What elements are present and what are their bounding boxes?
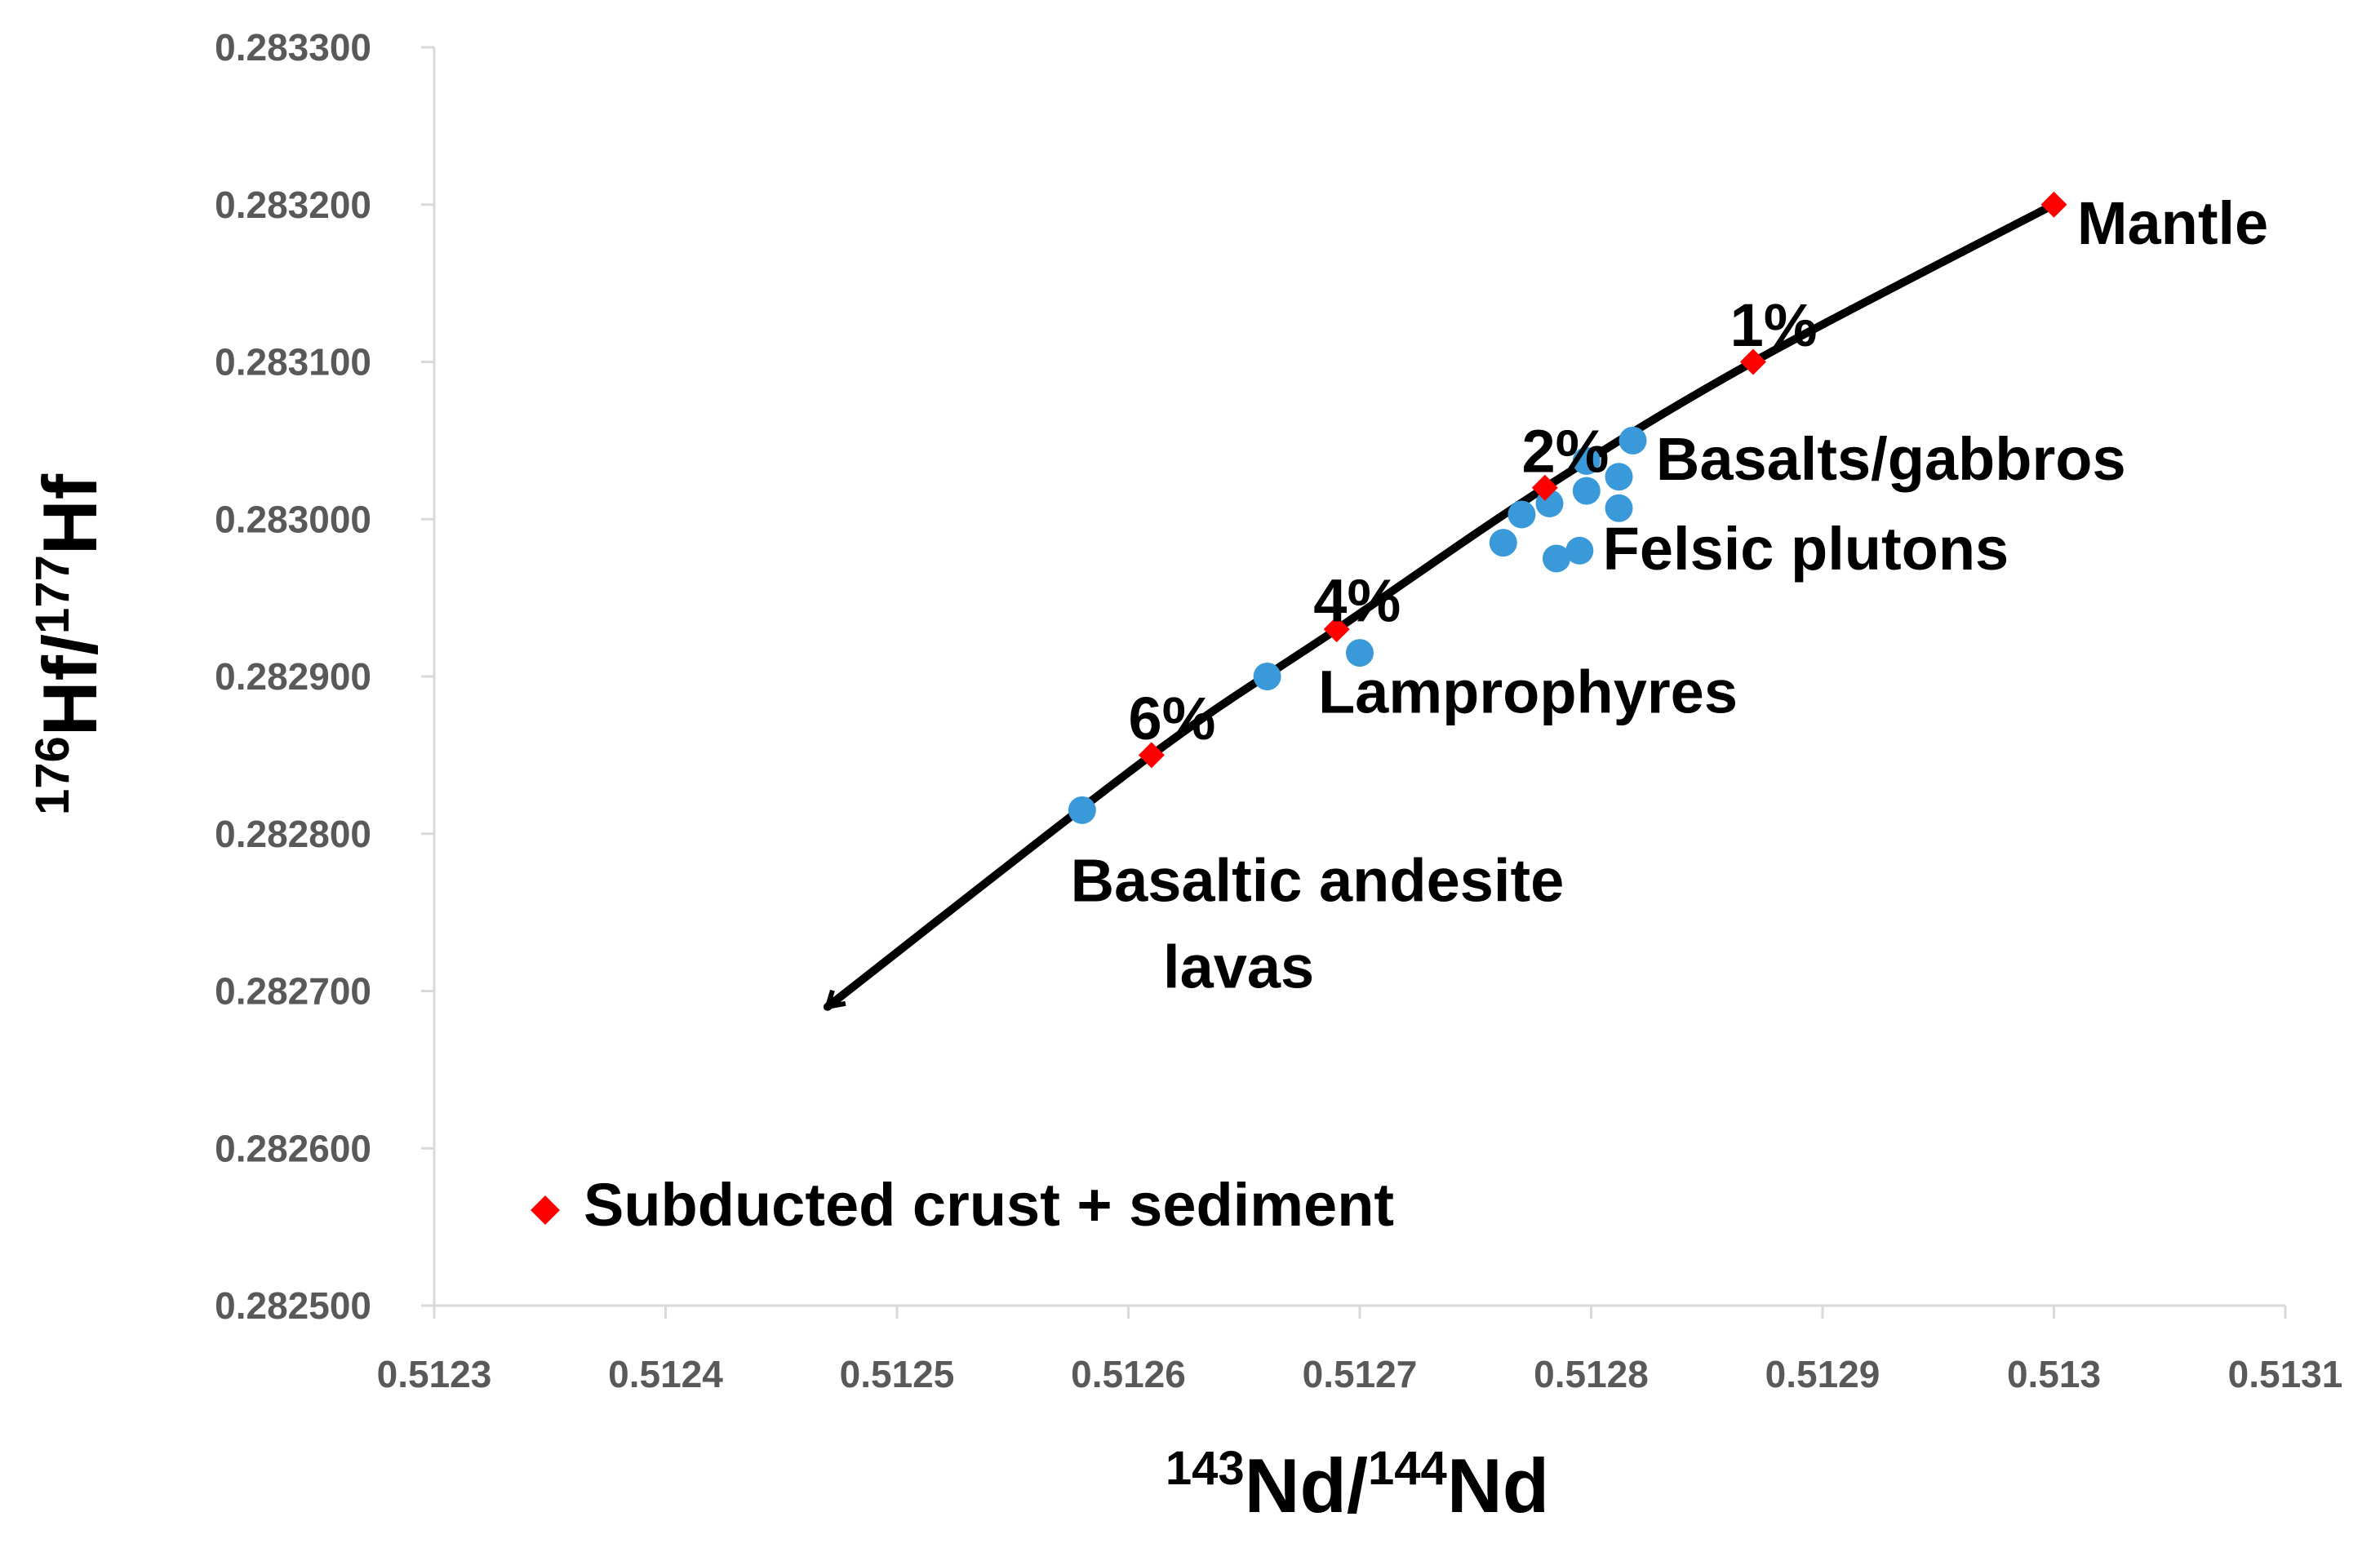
annotation-label: 2% — [1521, 417, 1609, 485]
sample-point — [1605, 494, 1633, 522]
y-axis-title-base1: Hf/ — [27, 634, 113, 736]
y-tick-labels: 0.282500 0.282600 0.282700 0.282800 0.282900… — [215, 26, 371, 1327]
sample-point — [1489, 529, 1517, 557]
y-tick-label: 0.283300 — [215, 26, 371, 69]
x-tick-label: 0.5131 — [2228, 1353, 2343, 1395]
sample-point — [1565, 536, 1594, 565]
sample-point — [1618, 426, 1647, 455]
y-tick-label: 0.282500 — [215, 1284, 371, 1327]
sample-point — [1542, 544, 1570, 573]
annotation-label: Felsic plutons — [1603, 515, 2009, 583]
x-axis-title-sup1: 143 — [1166, 1442, 1245, 1495]
y-tick-label: 0.283200 — [215, 184, 371, 226]
mixing-curve-line — [823, 200, 2058, 1011]
endmember-diamond — [1739, 348, 1766, 375]
x-tick-labels: 0.5123 0.5124 0.5125 0.5126 0.5127 0.5128 0.51… — [377, 1353, 2343, 1395]
sample-point — [1068, 796, 1096, 824]
x-axis-title-base2: Nd — [1447, 1443, 1549, 1528]
annotation-label: Mantle — [2077, 189, 2268, 257]
x-axis-title-base1: Nd/ — [1245, 1443, 1368, 1528]
axes — [421, 46, 2287, 1319]
annotation-label: Basalts/gabbros — [1656, 425, 2126, 493]
endmember-diamond — [1323, 616, 1350, 643]
mixing-curve — [823, 200, 2058, 1011]
x-tick-label: 0.513 — [2007, 1353, 2101, 1395]
endmember-diamond — [2040, 191, 2067, 218]
legend: Subducted crust + sediment — [531, 1171, 1394, 1239]
y-axis-title: 176Hf/177Hf — [26, 473, 113, 815]
y-tick-label: 0.282700 — [215, 970, 371, 1013]
data-points — [1068, 191, 2067, 824]
y-tick-label: 0.282900 — [215, 655, 371, 698]
y-axis-title-sup2: 177 — [26, 555, 79, 634]
endmember-diamond — [1531, 474, 1558, 501]
annotations: Mantle 1% 2% 4% 6% Basalts/gabbros Felsic plut… — [1071, 189, 2269, 1001]
mixing-curve-arrowhead — [824, 989, 846, 1010]
sample-point — [1346, 639, 1374, 667]
sample-point — [1572, 477, 1601, 505]
x-tick-label: 0.5126 — [1071, 1353, 1186, 1395]
legend-marker-diamond — [531, 1195, 560, 1225]
annotation-label: 4% — [1313, 567, 1401, 635]
endmember-diamond — [1138, 742, 1165, 769]
annotation-label: Lamprophyres — [1318, 658, 1738, 725]
x-tick-label: 0.5124 — [608, 1353, 723, 1395]
x-tick-label: 0.5128 — [1534, 1353, 1649, 1395]
sample-point — [1507, 500, 1536, 529]
annotation-label: Basaltic andesite — [1071, 847, 1565, 915]
annotation-label: 1% — [1730, 291, 1818, 359]
y-axis-title-base2: Hf — [27, 473, 113, 555]
y-tick-label: 0.282800 — [215, 813, 371, 855]
x-tick-label: 0.5129 — [1765, 1353, 1880, 1395]
y-axis-title-sup1: 176 — [26, 736, 79, 815]
sample-point — [1572, 446, 1601, 475]
y-tick-label: 0.283100 — [215, 341, 371, 384]
y-tick-label: 0.283000 — [215, 498, 371, 540]
annotation-label: lavas — [1163, 933, 1314, 1001]
x-axis-title: 143Nd/144Nd — [1166, 1442, 1549, 1528]
annotation-label: 6% — [1129, 685, 1216, 752]
y-tick-label: 0.282600 — [215, 1127, 371, 1169]
sample-point — [1605, 463, 1633, 491]
sample-point — [1253, 663, 1281, 690]
x-tick-label: 0.5123 — [377, 1353, 492, 1395]
x-tick-label: 0.5125 — [840, 1353, 955, 1395]
x-tick-label: 0.5127 — [1303, 1353, 1418, 1395]
legend-diamond — [531, 1195, 560, 1225]
legend-label: Subducted crust + sediment — [584, 1171, 1394, 1239]
x-axis-title-sup2: 144 — [1368, 1442, 1447, 1495]
